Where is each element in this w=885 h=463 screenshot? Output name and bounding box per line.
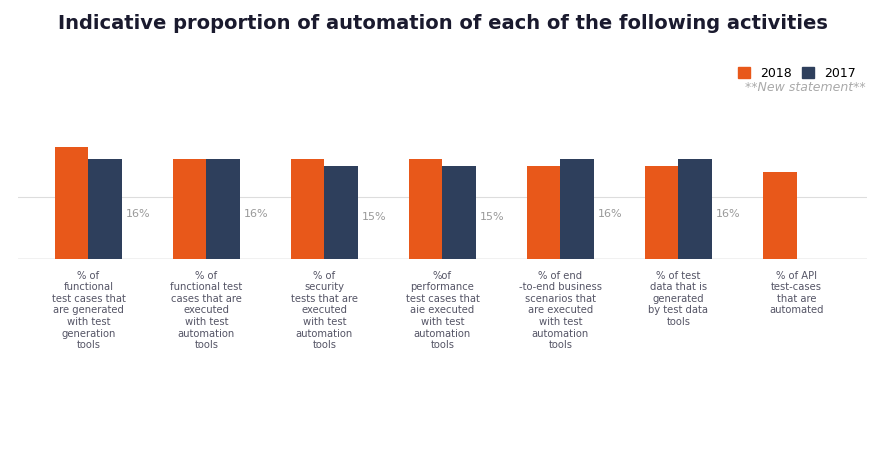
Bar	[206, 159, 240, 259]
Text: 16%: 16%	[411, 175, 441, 188]
Bar	[173, 159, 206, 259]
Text: 15%: 15%	[647, 180, 677, 193]
Bar	[764, 172, 796, 259]
Text: % of test
data that is
generated
by test data
tools: % of test data that is generated by test…	[649, 270, 709, 327]
Text: % of end
-to-end business
scenarios that
are executed
with test
automation
tools: % of end -to-end business scenarios that…	[519, 270, 602, 350]
Bar	[527, 166, 560, 259]
Bar	[560, 159, 594, 259]
Text: 16%: 16%	[244, 209, 269, 219]
Text: 16%: 16%	[293, 175, 322, 188]
Text: 16%: 16%	[716, 209, 741, 219]
Text: **New statement**: **New statement**	[745, 81, 866, 94]
Text: 15%: 15%	[362, 212, 387, 222]
Text: Indicative proportion of automation of each of the following activities: Indicative proportion of automation of e…	[58, 14, 827, 33]
Text: 15%: 15%	[481, 212, 504, 222]
Bar	[679, 159, 712, 259]
Text: % of
security
tests that are
executed
with test
automation
tools: % of security tests that are executed wi…	[291, 270, 358, 350]
Text: % of API
test-cases
that are
automated: % of API test-cases that are automated	[769, 270, 824, 315]
Text: 14%: 14%	[765, 185, 795, 198]
Bar	[325, 166, 358, 259]
Bar	[645, 166, 679, 259]
Bar	[442, 166, 475, 259]
Bar	[88, 159, 121, 259]
Text: % of
functional test
cases that are
executed
with test
automation
tools: % of functional test cases that are exec…	[171, 270, 242, 350]
Text: % of
functional
test cases that
are generated
with test
generation
tools: % of functional test cases that are gene…	[51, 270, 126, 350]
Text: 16%: 16%	[174, 175, 204, 188]
Text: 15%: 15%	[528, 180, 558, 193]
Text: %of
performance
test cases that
aie executed
with test
automation
tools: %of performance test cases that aie exec…	[405, 270, 480, 350]
Bar	[291, 159, 325, 259]
Legend: 2018, 2017: 2018, 2017	[733, 62, 861, 85]
Text: 16%: 16%	[127, 209, 150, 219]
Text: 18%: 18%	[57, 165, 87, 178]
Text: 16%: 16%	[598, 209, 623, 219]
Bar	[56, 147, 88, 259]
Bar	[410, 159, 442, 259]
